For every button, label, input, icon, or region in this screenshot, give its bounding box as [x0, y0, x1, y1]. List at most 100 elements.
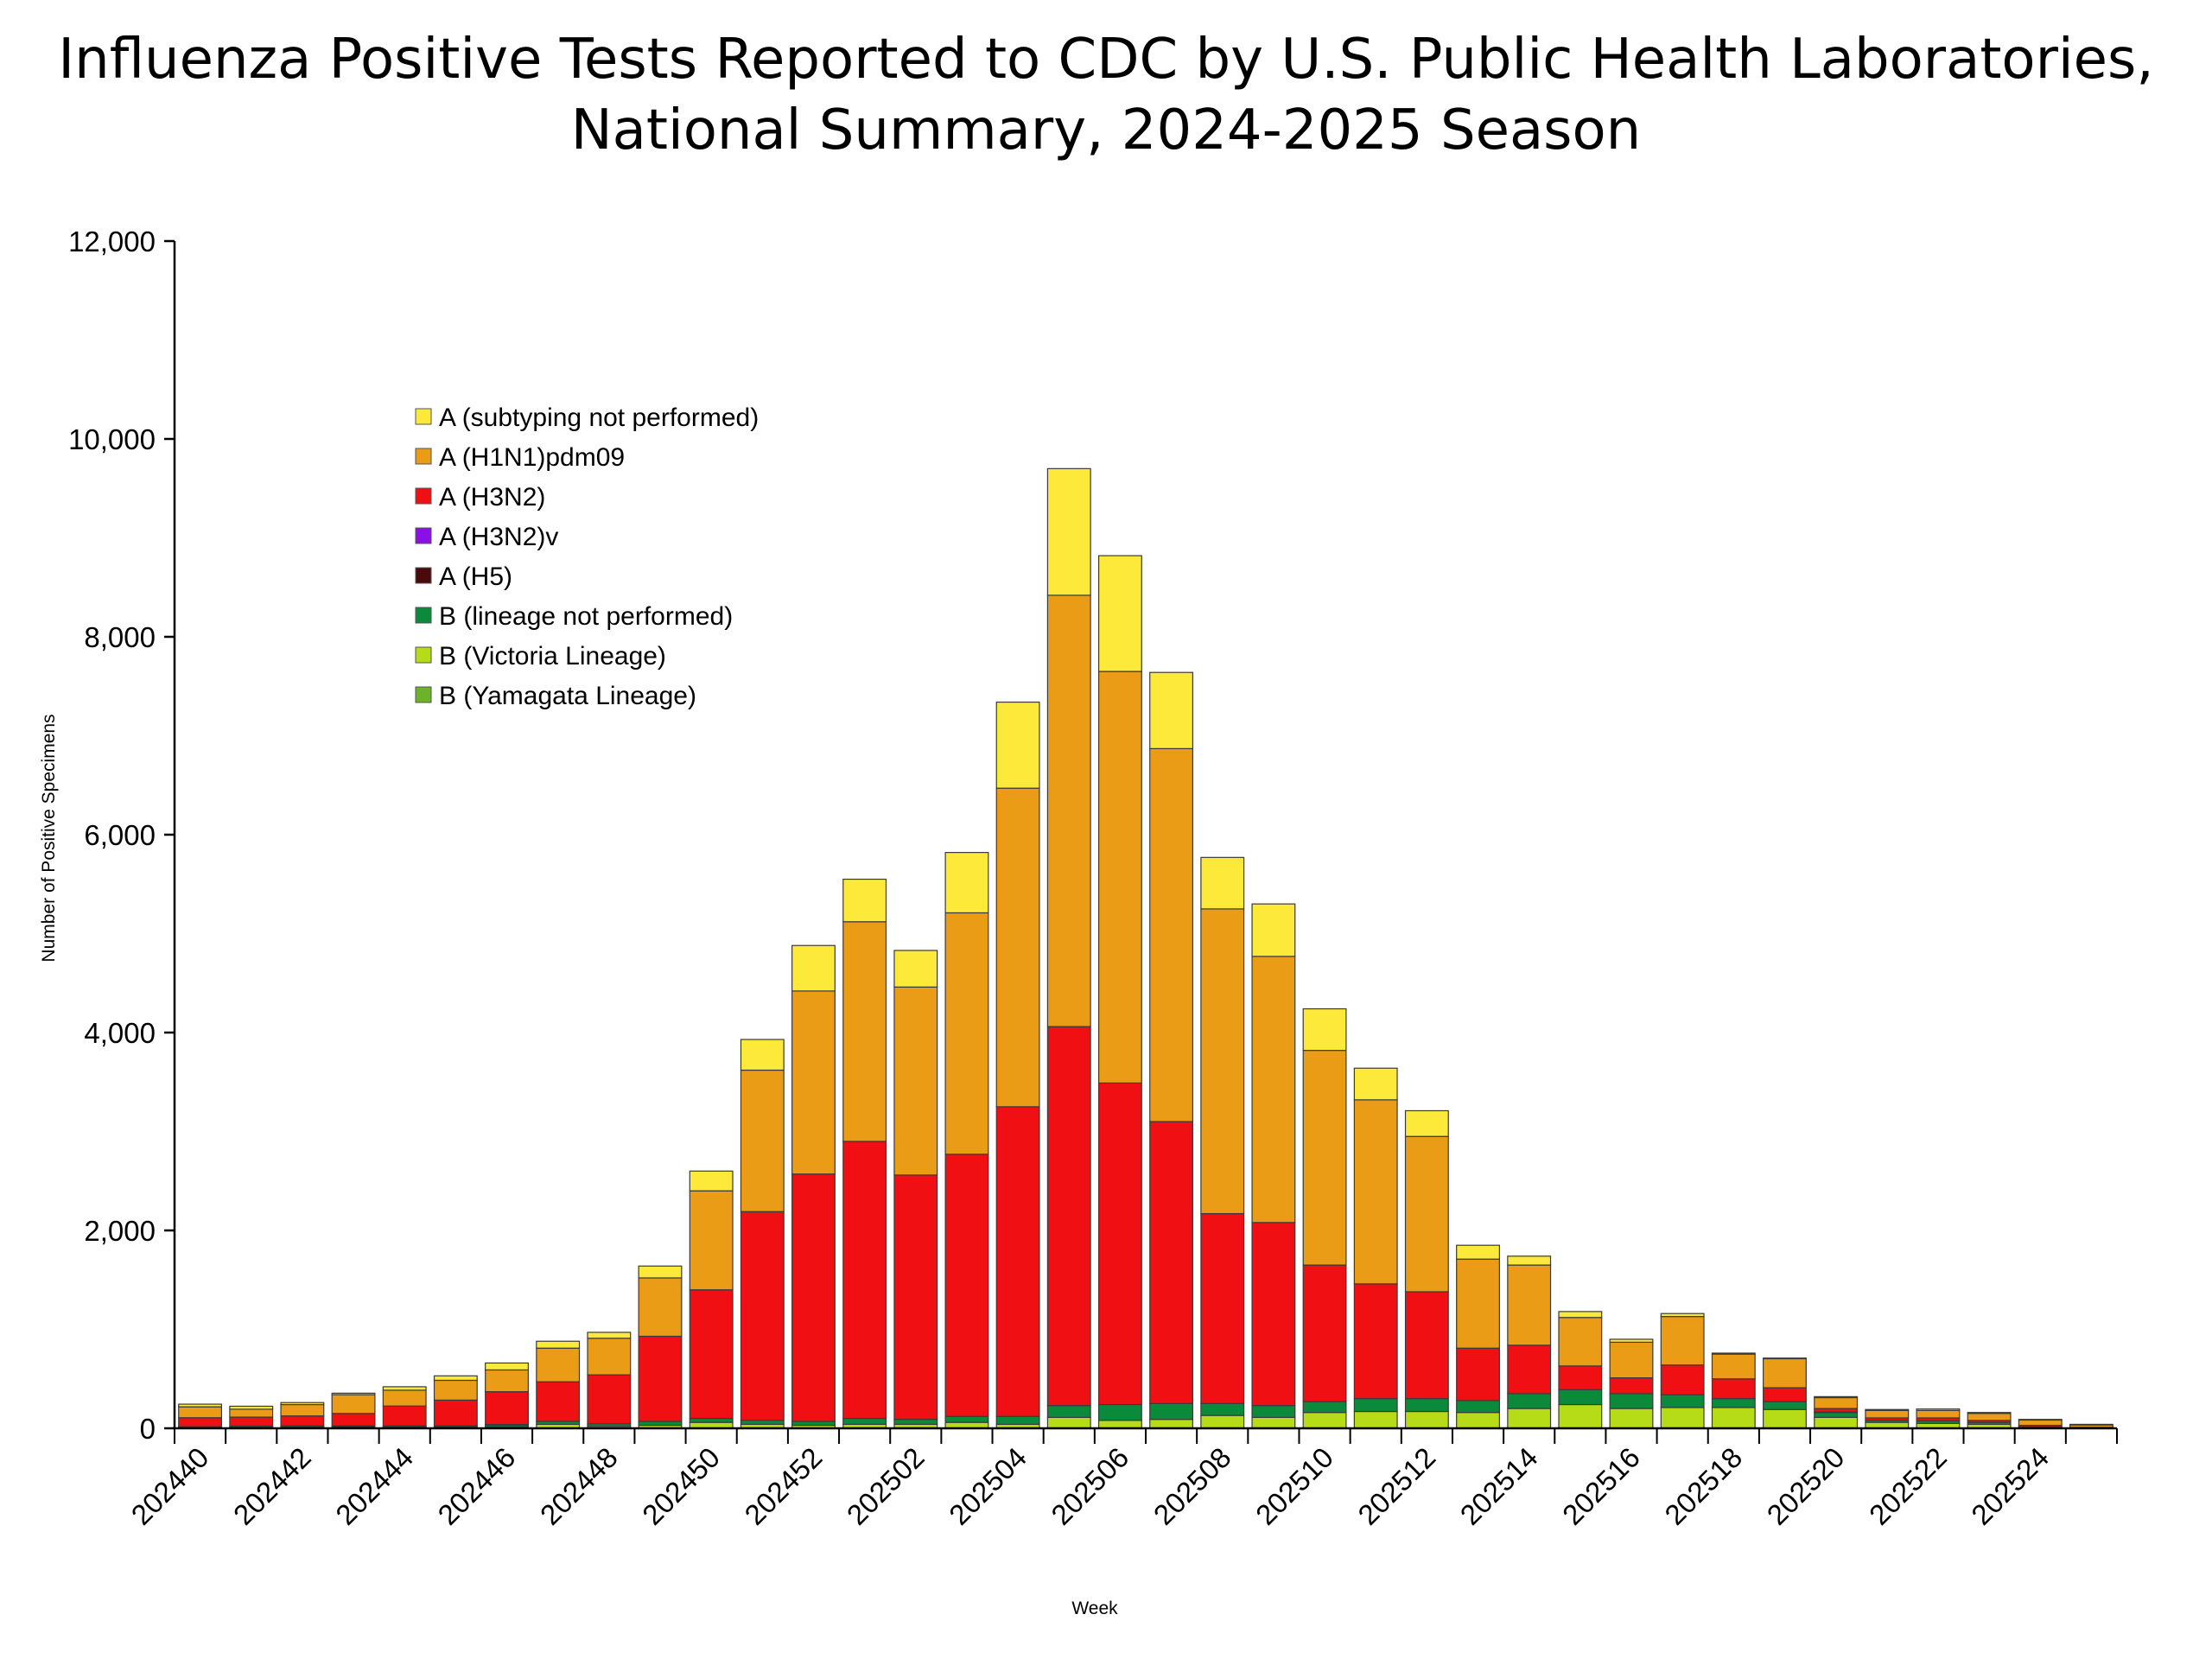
bar-segment-a-h1n1-pdm09 [1149, 747, 1194, 1122]
bar-segment-b-lineage-not-performed [1814, 1412, 1859, 1419]
bar-stack-202446 [485, 1362, 529, 1429]
bar-segment-a-h3n2 [331, 1413, 376, 1427]
bar-segment-b-victoria-lineage [1660, 1407, 1705, 1429]
bar-segment-b-victoria-lineage [1711, 1407, 1756, 1429]
bar-segment-b-victoria-lineage [1149, 1419, 1194, 1429]
x-tick-label: 202506 [1045, 1441, 1135, 1531]
bar-segment-a-h3n2 [1404, 1291, 1449, 1400]
x-tick-label: 202520 [1761, 1441, 1851, 1531]
bar-stack-202507 [1149, 671, 1194, 1429]
bar-segment-a-h3n2 [382, 1405, 427, 1427]
bar-segment-a-h3n2 [1097, 1082, 1142, 1406]
bar-segment-a-subtyping-not-performed [331, 1392, 376, 1395]
bar-segment-a-subtyping-not-performed [1916, 1408, 1961, 1411]
bar-segment-a-subtyping-not-performed [178, 1403, 223, 1408]
bar-segment-a-h1n1-pdm09 [842, 921, 887, 1142]
bar-stack-202504 [995, 701, 1040, 1429]
bar-segment-a-h3n2 [740, 1211, 785, 1421]
bar-segment-b-lineage-not-performed [1200, 1402, 1245, 1416]
bar-stack-202513 [1456, 1244, 1500, 1429]
bar-segment-a-subtyping-not-performed [1097, 555, 1142, 672]
x-tick-label: 202450 [636, 1441, 726, 1531]
bar-segment-a-h1n1-pdm09 [944, 912, 989, 1155]
legend-swatch [415, 686, 432, 703]
bar-segment-a-h1n1-pdm09 [1558, 1317, 1603, 1367]
bar-segment-a-h1n1-pdm09 [791, 990, 836, 1175]
bar-segment-a-h1n1-pdm09 [485, 1369, 529, 1393]
bar-segment-b-victoria-lineage [1097, 1420, 1142, 1429]
bar-stack-202515 [1558, 1311, 1603, 1429]
bar-segment-a-subtyping-not-performed [1711, 1352, 1756, 1355]
bar-segment-b-lineage-not-performed [1711, 1398, 1756, 1408]
bar-segment-a-subtyping-not-performed [587, 1332, 632, 1339]
bar-segment-b-lineage-not-performed [1507, 1393, 1552, 1409]
bar-segment-a-h1n1-pdm09 [1097, 671, 1142, 1084]
x-tick-label: 202512 [1351, 1441, 1441, 1531]
bar-segment-b-lineage-not-performed [638, 1421, 683, 1427]
bar-segment-a-h1n1-pdm09 [382, 1389, 427, 1407]
bar-stack-202509 [1251, 903, 1296, 1429]
bar-stack-202503 [944, 852, 989, 1429]
bar-segment-a-h3n2 [1353, 1283, 1398, 1400]
bar-segment-a-subtyping-not-performed [791, 944, 836, 992]
x-tick-label: 202440 [124, 1441, 214, 1531]
legend-item-a-h5: A (H5) [415, 563, 512, 591]
bar-segment-b-lineage-not-performed [1456, 1400, 1500, 1414]
x-tick-label: 202504 [943, 1441, 1033, 1531]
bar-segment-a-h1n1-pdm09 [1865, 1409, 1910, 1419]
x-tick-label: 202516 [1556, 1441, 1646, 1531]
y-tick-label: 0 [140, 1413, 156, 1445]
y-tick-label: 10,000 [68, 423, 156, 455]
bar-segment-a-h3n2 [1507, 1344, 1552, 1395]
bar-segment-a-h1n1-pdm09 [995, 787, 1040, 1108]
bar-segment-a-h1n1-pdm09 [1814, 1396, 1859, 1409]
bar-segment-a-subtyping-not-performed [1865, 1408, 1910, 1411]
legend-label: A (H3N2) [439, 483, 545, 512]
bar-segment-b-lineage-not-performed [1046, 1405, 1091, 1419]
x-axis-title: Week [1071, 1599, 1118, 1618]
chart-title: Influenza Positive Tests Reported to CDC… [0, 24, 2212, 166]
legend-swatch [415, 607, 432, 624]
bar-segment-a-h3n2 [485, 1391, 529, 1426]
bar-segment-a-subtyping-not-performed [1558, 1311, 1603, 1319]
bar-segment-a-subtyping-not-performed [1609, 1338, 1654, 1343]
legend-item-b-victoria-lineage: B (Victoria Lineage) [415, 642, 666, 671]
bar-segment-b-lineage-not-performed [1302, 1401, 1347, 1414]
bar-segment-b-lineage-not-performed [791, 1421, 836, 1427]
bar-segment-a-subtyping-not-performed [485, 1362, 529, 1371]
legend-item-b-yamagata-lineage: B (Yamagata Lineage) [415, 682, 696, 710]
y-tick-label: 2,000 [84, 1215, 156, 1247]
legend-label: A (H5) [439, 563, 512, 591]
bar-segment-a-subtyping-not-performed [1200, 856, 1245, 910]
bar-segment-a-h3n2 [638, 1335, 683, 1422]
bar-segment-b-lineage-not-performed [1353, 1398, 1398, 1413]
legend-label: A (H3N2)v [439, 523, 558, 551]
bar-segment-a-subtyping-not-performed [433, 1375, 478, 1382]
bar-segment-a-subtyping-not-performed [689, 1170, 734, 1192]
bar-segment-b-victoria-lineage [1558, 1403, 1603, 1429]
bar-segment-a-h1n1-pdm09 [1763, 1357, 1807, 1389]
bar-segment-a-h1n1-pdm09 [1302, 1050, 1347, 1266]
bar-segment-a-subtyping-not-performed [382, 1386, 427, 1391]
bar-stack-202512 [1404, 1109, 1449, 1429]
bar-segment-b-victoria-lineage [1609, 1408, 1654, 1429]
bar-segment-a-subtyping-not-performed [1353, 1067, 1398, 1101]
legend-item-b-lineage-not-performed: B (lineage not performed) [415, 602, 733, 631]
legend-label: A (H1N1)pdm09 [439, 443, 625, 472]
bar-segment-a-h1n1-pdm09 [178, 1406, 223, 1419]
bar-segment-a-h3n2 [944, 1154, 989, 1417]
bar-stack-202449 [638, 1265, 683, 1429]
x-tick-label: 202510 [1249, 1441, 1339, 1531]
bar-segment-a-subtyping-not-performed [536, 1340, 581, 1349]
bar-segment-a-subtyping-not-performed [893, 950, 938, 988]
bar-segment-b-lineage-not-performed [1558, 1389, 1603, 1406]
bar-stack-202521 [1865, 1408, 1910, 1429]
legend-item-a-h3n2: A (H3N2) [415, 483, 545, 512]
bar-stack-202518 [1711, 1352, 1756, 1429]
bar-segment-a-subtyping-not-performed [1456, 1244, 1500, 1260]
bar-segment-b-lineage-not-performed [1097, 1403, 1142, 1421]
bar-segment-b-victoria-lineage [1456, 1412, 1500, 1429]
x-tick-label: 202518 [1658, 1441, 1748, 1531]
y-tick-label: 4,000 [84, 1017, 156, 1049]
